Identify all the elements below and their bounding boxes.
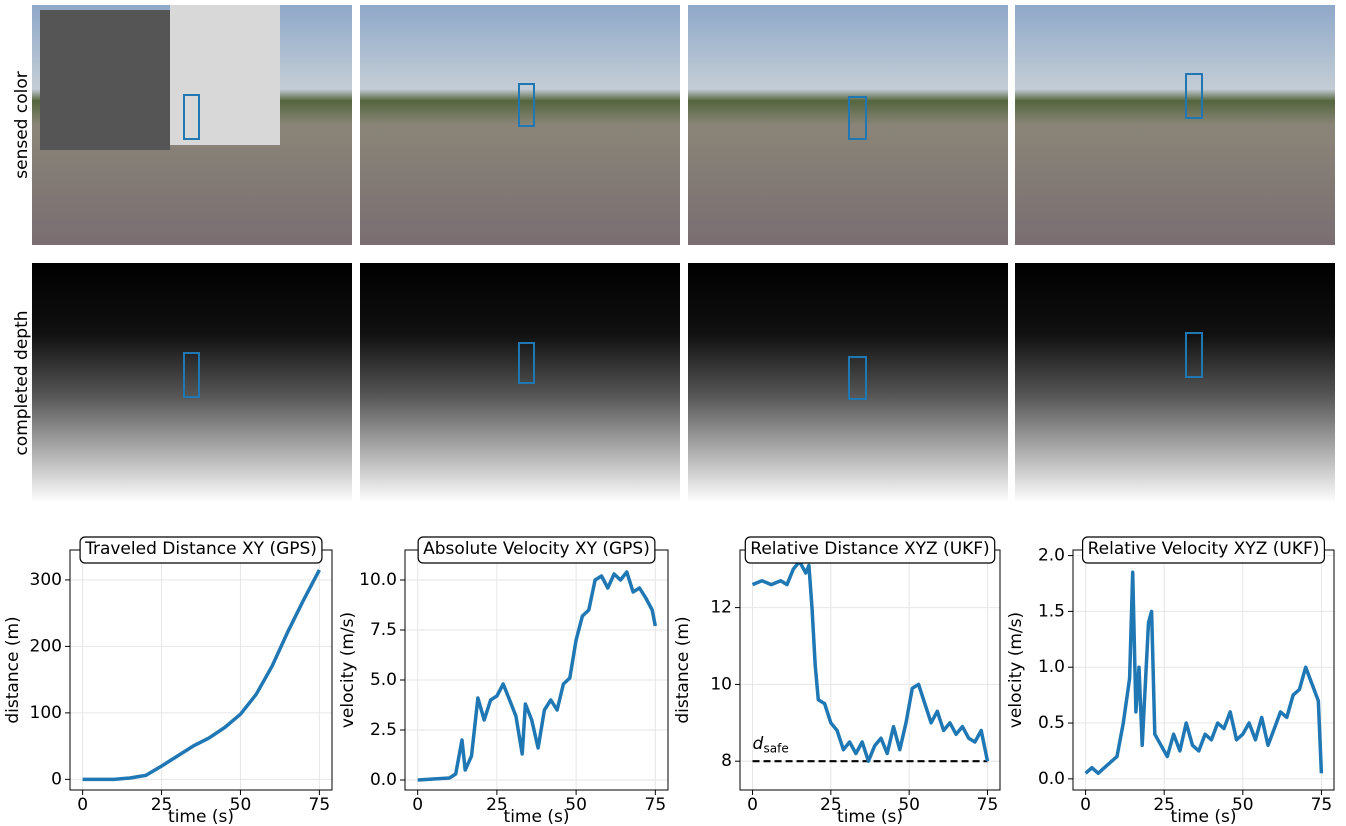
plot-frame xyxy=(405,550,668,790)
photo-row xyxy=(32,5,1335,245)
y-tick-label: 0.0 xyxy=(1038,769,1065,789)
plot-frame xyxy=(70,550,332,790)
figure: sensed color completed depth 02550750100… xyxy=(0,0,1346,826)
y-tick-label: 10 xyxy=(710,674,732,694)
depth-row xyxy=(32,263,1335,503)
y-axis-label: distance (m) xyxy=(3,616,23,723)
plot-frame xyxy=(1073,550,1334,790)
x-axis-label: time (s) xyxy=(837,807,903,826)
chart-title: Absolute Velocity XY (GPS) xyxy=(423,539,650,559)
y-tick-label: 5.0 xyxy=(370,670,397,690)
data-line xyxy=(83,570,320,780)
data-line xyxy=(418,572,656,780)
building xyxy=(170,5,280,145)
reference-label-sub: safe xyxy=(764,742,789,756)
x-axis-label: time (s) xyxy=(1171,807,1237,826)
x-tick-label: 75 xyxy=(309,795,331,815)
y-tick-label: 1.5 xyxy=(1038,601,1065,621)
x-axis-label: time (s) xyxy=(504,807,570,826)
data-line xyxy=(753,562,988,762)
y-tick-label: 300 xyxy=(30,570,62,590)
data-line xyxy=(1086,572,1322,773)
y-axis-label: distance (m) xyxy=(673,616,693,723)
x-tick-label: 75 xyxy=(1311,795,1333,815)
y-axis-label: velocity (m/s) xyxy=(1006,612,1026,728)
reference-label: d xyxy=(753,734,764,754)
y-tick-label: 1.0 xyxy=(1038,657,1065,677)
y-tick-label: 7.5 xyxy=(370,620,397,640)
depth-map xyxy=(1015,263,1335,503)
depth-map xyxy=(32,263,352,503)
x-tick-label: 0 xyxy=(1080,795,1091,815)
y-tick-label: 8 xyxy=(721,751,732,771)
x-tick-label: 0 xyxy=(412,795,423,815)
y-tick-label: 2.5 xyxy=(370,720,397,740)
y-tick-label: 2.0 xyxy=(1038,546,1065,566)
y-tick-label: 0.5 xyxy=(1038,713,1065,733)
chart-title: Relative Distance XYZ (UKF) xyxy=(750,539,989,559)
y-axis-label: velocity (m/s) xyxy=(338,612,358,728)
y-tick-label: 10.0 xyxy=(359,570,397,590)
chart-title: Traveled Distance XY (GPS) xyxy=(84,539,317,559)
x-tick-label: 0 xyxy=(747,795,758,815)
y-tick-label: 0.0 xyxy=(370,770,397,790)
x-axis-label: time (s) xyxy=(168,807,234,826)
y-tick-label: 12 xyxy=(710,598,732,618)
x-tick-label: 75 xyxy=(645,795,667,815)
y-tick-label: 200 xyxy=(30,636,62,656)
row-label: completed depth xyxy=(12,310,32,455)
chart-title: Relative Velocity XYZ (UKF) xyxy=(1088,539,1320,559)
y-tick-label: 0 xyxy=(51,769,62,789)
photo xyxy=(1015,5,1335,245)
x-tick-label: 75 xyxy=(977,795,999,815)
x-tick-label: 0 xyxy=(77,795,88,815)
building xyxy=(40,10,170,150)
row-label: sensed color xyxy=(12,71,32,178)
y-tick-label: 100 xyxy=(30,703,62,723)
